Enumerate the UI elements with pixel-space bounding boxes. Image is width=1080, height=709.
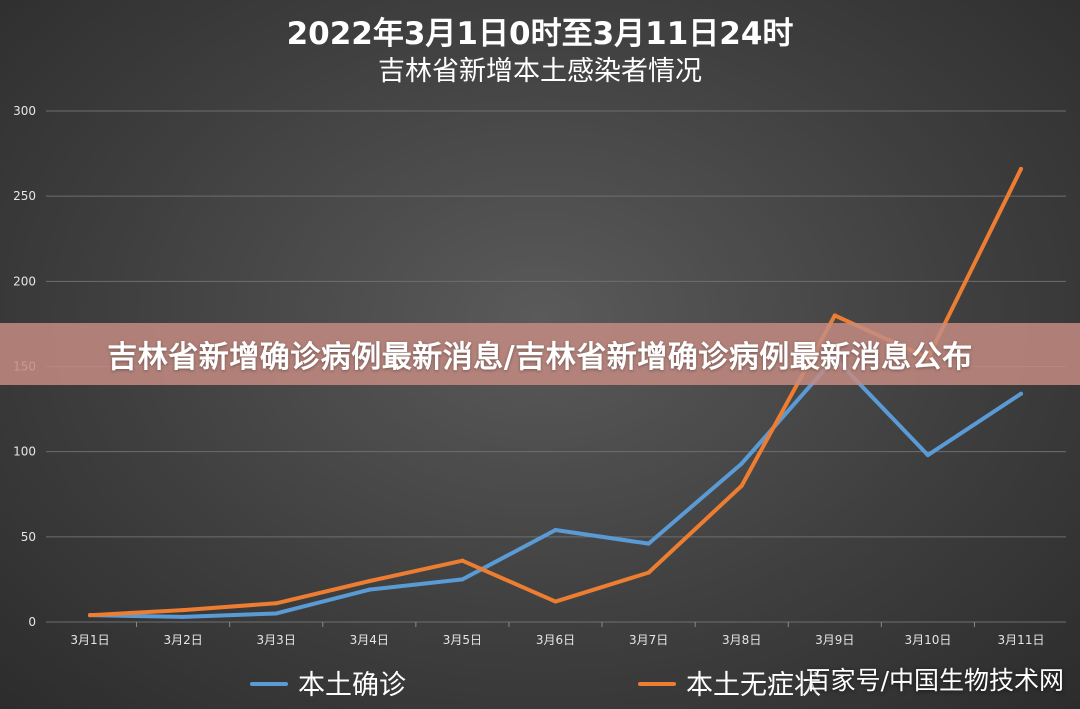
data-point: [646, 541, 651, 546]
x-tick-label: 3月1日: [70, 633, 109, 647]
data-point: [181, 608, 186, 613]
data-point: [88, 613, 92, 618]
data-point: [367, 587, 372, 592]
chart-title: 2022年3月1日0时至3月11日24时: [287, 16, 794, 52]
data-point: [739, 483, 744, 488]
y-tick-label: 300: [13, 104, 36, 118]
y-tick-label: 100: [13, 445, 36, 459]
headline-banner: 吉林省新增确诊病例最新消息/吉林省新增确诊病例最新消息公布: [0, 323, 1080, 385]
y-tick-label: 50: [21, 530, 36, 544]
x-tick-label: 3月9日: [815, 633, 854, 647]
data-point: [832, 313, 837, 318]
data-point: [553, 599, 558, 604]
x-tick-label: 3月2日: [163, 633, 202, 647]
data-point: [1019, 391, 1023, 396]
y-tick-label: 0: [28, 615, 36, 629]
data-point: [181, 614, 186, 619]
x-tick-label: 3月3日: [257, 633, 296, 647]
data-point: [925, 453, 930, 458]
data-point: [553, 528, 558, 533]
data-point: [367, 579, 372, 584]
data-point: [274, 601, 279, 606]
data-point: [460, 558, 465, 563]
y-tick-label: 200: [13, 274, 36, 288]
x-axis: 3月1日 3月2日 3月3日 3月4日 3月5日 3月6日 3月7日 3月8日 3月9日 3月10…: [70, 622, 1044, 647]
series-line-1: [88, 355, 1023, 619]
watermark: 百家号/中国生物技术网: [805, 666, 1064, 695]
x-tick-label: 3月11日: [998, 633, 1045, 647]
data-point: [274, 611, 279, 616]
x-tick-label: 3月7日: [629, 633, 668, 647]
legend-label: 本土无症状: [686, 670, 821, 701]
chart-subtitle: 吉林省新增本土感染者情况: [378, 56, 702, 87]
x-tick-label: 3月5日: [443, 633, 482, 647]
legend-label: 本土确诊: [298, 670, 406, 701]
banner-text: 吉林省新增确诊病例最新消息/吉林省新增确诊病例最新消息公布: [107, 340, 973, 375]
data-point: [739, 461, 744, 466]
x-tick-label: 3月4日: [350, 633, 389, 647]
legend: 本土确诊 本土无症状: [250, 670, 821, 701]
data-point: [1019, 166, 1023, 171]
x-tick-label: 3月6日: [536, 633, 575, 647]
x-tick-label: 3月8日: [722, 633, 761, 647]
series-group: [88, 166, 1023, 619]
x-tick-label: 3月10日: [904, 633, 951, 647]
data-point: [460, 577, 465, 582]
y-tick-label: 250: [13, 189, 36, 203]
data-point: [646, 570, 651, 575]
series-line-2: [88, 166, 1023, 618]
